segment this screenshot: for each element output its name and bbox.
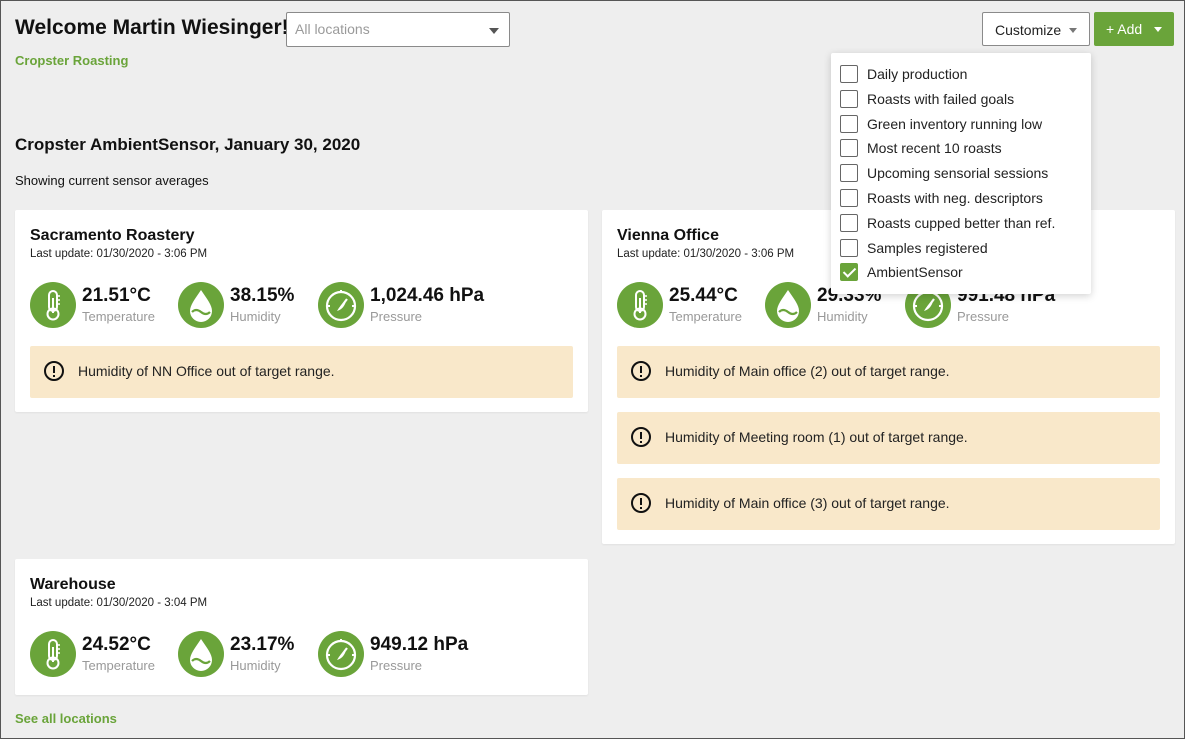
chevron-down-icon [1154,27,1162,32]
menu-checkbox[interactable] [840,164,858,183]
alert-banner: Humidity of NN Office out of target rang… [30,346,573,398]
location-select-value: All locations [295,21,370,37]
thermometer-icon [30,282,76,328]
droplet-icon [178,631,224,677]
alert-circle-icon [631,361,651,381]
menu-item-label: Green inventory running low [867,115,1043,132]
alert-banner: Humidity of Main office (2) out of targe… [617,346,1160,398]
humidity-label: Humidity [230,658,281,673]
location-name: Warehouse [30,576,116,593]
section-title: Cropster AmbientSensor, January 30, 2020 [15,135,361,154]
alert-banner: Humidity of Meeting room (1) out of targ… [617,412,1160,464]
location-card: Vienna Office Last update: 01/30/2020 - 3… [602,210,1175,544]
temperature-value: 25.44°C [669,285,738,306]
location-name: Sacramento Roastery [30,227,195,244]
menu-checkbox[interactable] [840,238,858,257]
menu-checkbox[interactable] [840,189,858,207]
thermometer-icon [30,631,76,677]
temperature-value: 21.51°C [82,285,151,306]
location-card: Sacramento Roastery Last update: 01/30/20… [15,210,588,412]
menu-item-label: Daily production [867,66,968,82]
alert-text: Humidity of Meeting room (1) out of targ… [665,429,968,445]
see-all-locations-link[interactable]: See all locations [15,711,117,726]
alert-banner: Humidity of Main office (3) out of targe… [617,478,1160,530]
humidity-label: Humidity [230,309,281,324]
pressure-label: Pressure [370,309,423,324]
temperature-label: Temperature [82,658,155,673]
menu-item-label: Roasts with failed goals [867,90,1015,107]
menu-item-label: AmbientSensor [867,264,963,281]
menu-checkbox[interactable] [840,114,858,133]
menu-checkbox[interactable] [840,263,858,282]
customize-button-label: Customize [995,22,1062,38]
add-button-label: + Add [1106,21,1143,37]
alert-circle-icon [631,493,651,513]
chevron-down-icon [489,28,499,34]
last-update-text: Last update: 01/30/2020 - 3:04 PM [30,597,208,609]
alert-text: Humidity of NN Office out of target rang… [78,363,335,379]
location-name: Vienna Office [617,227,719,244]
menu-checkbox[interactable] [840,89,858,108]
pressure-value: 949.12 hPa [370,634,469,655]
pressure-value: 1,024.46 hPa [370,285,485,306]
alert-circle-icon [631,427,651,447]
alert-text: Humidity of Main office (2) out of targe… [665,363,950,379]
section-subtitle: Showing current sensor averages [15,173,209,188]
gauge-icon [318,282,364,328]
add-button[interactable]: + Add [1094,12,1174,46]
last-update-text: Last update: 01/30/2020 - 3:06 PM [30,248,208,260]
menu-item-label: Roasts with neg. descriptors [867,190,1043,206]
chevron-down-icon [1069,28,1077,33]
customize-menu: Daily production Roasts with failed goals… [831,53,1091,294]
alert-circle-icon [44,361,64,381]
menu-checkbox[interactable] [840,139,858,158]
thermometer-icon [617,282,663,328]
menu-item-label: Samples registered [867,239,988,256]
location-select[interactable]: All locations [286,12,510,47]
menu-checkbox[interactable] [840,65,858,83]
temperature-value: 24.52°C [82,634,151,655]
gauge-icon [318,631,364,677]
customize-button[interactable]: Customize [982,12,1090,46]
pressure-label: Pressure [957,309,1010,324]
location-card: Warehouse Last update: 01/30/2020 - 3:04 … [15,559,588,695]
menu-item-label: Most recent 10 roasts [867,140,1002,157]
welcome-heading: Welcome Martin Wiesinger! [15,16,289,39]
company-link[interactable]: Cropster Roasting [15,53,129,68]
humidity-label: Humidity [817,309,868,324]
temperature-label: Temperature [669,309,742,324]
temperature-label: Temperature [82,309,155,324]
humidity-value: 38.15% [230,285,295,306]
menu-item-label: Roasts cupped better than ref. [867,214,1056,231]
menu-checkbox[interactable] [840,213,858,232]
menu-item-label: Upcoming sensorial sessions [867,165,1049,182]
last-update-text: Last update: 01/30/2020 - 3:06 PM [617,248,795,260]
humidity-value: 23.17% [230,634,295,655]
droplet-icon [178,282,224,328]
pressure-label: Pressure [370,658,423,673]
droplet-icon [765,282,811,328]
alert-text: Humidity of Main office (3) out of targe… [665,495,950,511]
